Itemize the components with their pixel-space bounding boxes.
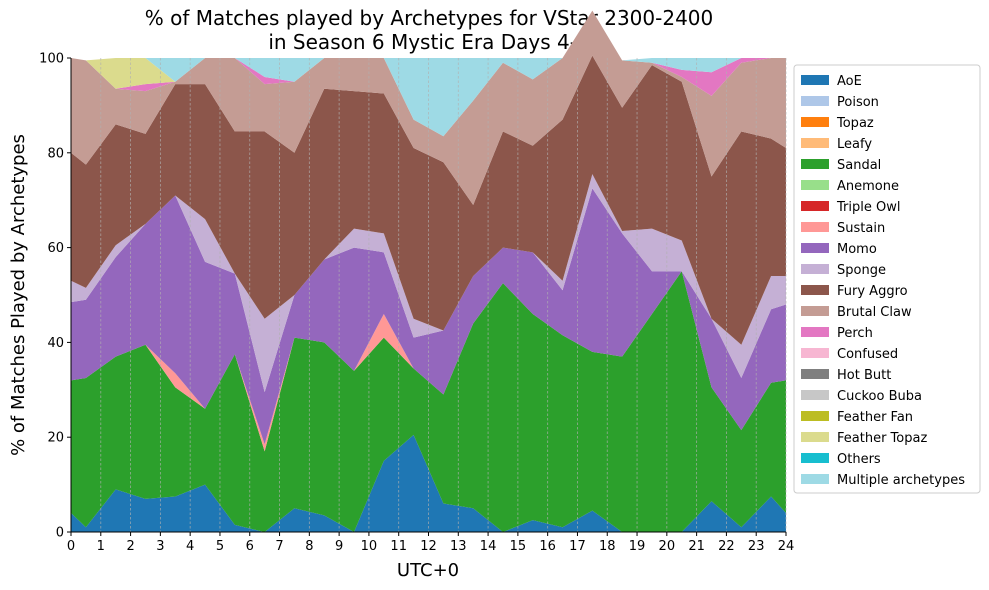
legend-label-fury-aggro: Fury Aggro [837,284,908,299]
x-tick-label: 22 [718,539,735,554]
x-tick-label: 16 [539,539,556,554]
legend-label-sponge: Sponge [837,263,886,278]
y-tick-label: 100 [39,52,64,67]
legend-swatch-feather-fan [801,411,829,421]
x-tick-label: 8 [305,539,313,554]
legend-label-momo: Momo [837,242,877,257]
x-tick-label: 1 [97,539,105,554]
legend-swatch-feather-topaz [801,432,829,442]
x-tick-label: 21 [688,539,705,554]
x-tick-label: 6 [246,539,254,554]
legend-label-brutal-claw: Brutal Claw [837,305,912,320]
legend-swatch-brutal-claw [801,306,829,316]
legend-label-perch: Perch [837,326,873,341]
legend-swatch-sponge [801,264,829,274]
x-tick-label: 13 [450,539,467,554]
legend-label-hot-butt: Hot Butt [837,368,891,383]
x-tick-label: 19 [629,539,646,554]
x-tick-label: 5 [216,539,224,554]
x-axis: 0 1 2 3 4 5 6 7 8 9 10 11 12 13 14 15 16 17 18 19 20 21 22 23 24 [67,532,794,554]
legend-swatch-anemone [801,180,829,190]
legend-label-poison: Poison [837,95,879,110]
x-tick-label: 18 [599,539,616,554]
legend-swatch-confused [801,348,829,358]
x-tick-label: 0 [67,539,75,554]
x-tick-label: 10 [361,539,378,554]
x-tick-label: 23 [748,539,765,554]
x-tick-label: 14 [480,539,497,554]
legend-label-sandal: Sandal [837,158,881,173]
legend-label-multiple-archetypes: Multiple archetypes [837,473,965,488]
y-tick-label: 80 [47,146,64,161]
legend-swatch-sandal [801,159,829,169]
legend-swatch-topaz [801,117,829,127]
x-tick-label: 24 [778,539,795,554]
x-tick-label: 2 [126,539,134,554]
legend-swatch-momo [801,243,829,253]
x-tick-label: 15 [510,539,527,554]
legend-swatch-sustain [801,222,829,232]
x-tick-label: 12 [420,539,437,554]
legend-label-anemone: Anemone [837,179,899,194]
legend-label-sustain: Sustain [837,221,885,236]
legend-swatch-poison [801,96,829,106]
x-tick-label: 4 [186,539,194,554]
legend-box [793,64,981,494]
x-tick-label: 20 [659,539,676,554]
legend-label-cuckoo-buba: Cuckoo Buba [837,389,922,404]
legend-label-topaz: Topaz [836,116,874,131]
legend-swatch-leafy [801,138,829,148]
legend-label-leafy: Leafy [837,137,872,152]
x-tick-label: 17 [569,539,586,554]
x-axis-label: UTC+0 [397,560,459,581]
x-tick-label: 11 [390,539,407,554]
x-tick-label: 3 [156,539,164,554]
legend-label-aoe: AoE [837,74,862,89]
legend-label-feather-topaz: Feather Topaz [837,431,927,446]
grid [70,58,787,532]
legend-label-triple-owl: Triple Owl [836,200,900,215]
legend-swatch-aoe [801,75,829,85]
y-axis: 0 20 40 60 80 100 [39,52,71,541]
legend-swatch-perch [801,327,829,337]
y-tick-label: 40 [47,336,64,351]
legend-label-feather-fan: Feather Fan [837,410,913,425]
legend-swatch-cuckoo-buba [801,390,829,400]
legend-swatch-hot-butt [801,369,829,379]
x-tick-label: 9 [335,539,343,554]
legend-swatch-multiple-archetypes [801,474,829,484]
legend-swatch-triple-owl [801,201,829,211]
y-tick-label: 60 [47,241,64,256]
legend-swatch-fury-aggro [801,285,829,295]
legend: AoE Poison Topaz Leafy Sandal Anemone Triple O… [793,64,981,494]
y-tick-label: 0 [56,526,64,541]
legend-label-confused: Confused [837,347,898,362]
legend-swatch-others [801,453,829,463]
y-axis-label: % of Matches Played by Archetypes [8,134,29,456]
legend-label-others: Others [837,452,881,467]
x-tick-label: 7 [275,539,283,554]
y-tick-label: 20 [47,431,64,446]
chart-title-line1: % of Matches played by Archetypes for VS… [145,6,714,30]
chart-title-line2: in Season 6 Mystic Era Days 4-5 [268,30,589,54]
